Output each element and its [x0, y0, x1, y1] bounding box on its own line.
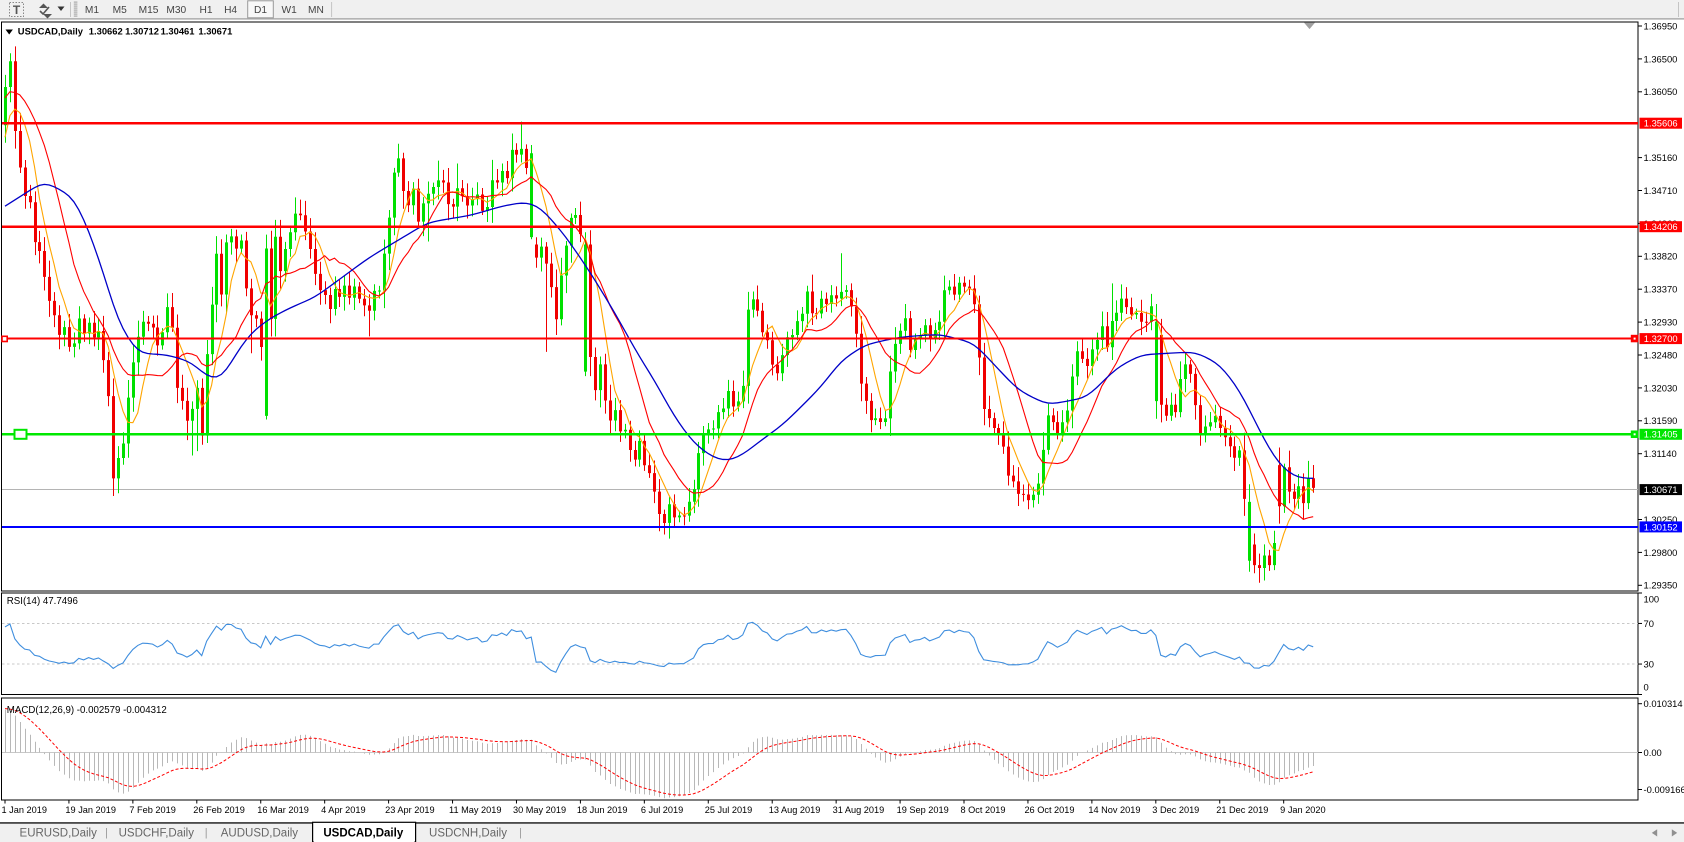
svg-text:18 Jun 2019: 18 Jun 2019 [577, 805, 628, 815]
svg-text:USDCHF,Daily: USDCHF,Daily [119, 828, 195, 840]
svg-text:1.30671: 1.30671 [1644, 484, 1678, 495]
svg-text:1.36950: 1.36950 [1644, 20, 1678, 31]
svg-text:1.32480: 1.32480 [1644, 349, 1678, 360]
svg-text:W1: W1 [282, 5, 298, 16]
svg-text:25 Jul 2019: 25 Jul 2019 [705, 805, 753, 815]
svg-text:14 Nov 2019: 14 Nov 2019 [1088, 805, 1140, 815]
svg-text:21 Dec 2019: 21 Dec 2019 [1216, 805, 1268, 815]
svg-text:70: 70 [1644, 618, 1654, 629]
svg-text:M5: M5 [113, 5, 127, 16]
svg-text:30: 30 [1644, 658, 1654, 669]
svg-text:11 May 2019: 11 May 2019 [449, 805, 501, 815]
svg-text:1.34710: 1.34710 [1644, 185, 1678, 196]
svg-text:1 Jan 2019: 1 Jan 2019 [2, 805, 47, 815]
svg-text:1.31140: 1.31140 [1644, 448, 1677, 459]
svg-text:7 Feb 2019: 7 Feb 2019 [129, 805, 176, 815]
svg-text:1.29350: 1.29350 [1644, 580, 1678, 591]
svg-text:30 May 2019: 30 May 2019 [513, 805, 566, 815]
svg-text:RSI(14) 47.7496: RSI(14) 47.7496 [7, 596, 78, 607]
svg-text:1.32030: 1.32030 [1644, 382, 1678, 393]
svg-text:19 Jan 2019: 19 Jan 2019 [65, 805, 116, 815]
svg-text:3 Dec 2019: 3 Dec 2019 [1152, 805, 1199, 815]
svg-text:13 Aug 2019: 13 Aug 2019 [769, 805, 821, 815]
svg-text:1.33820: 1.33820 [1644, 251, 1678, 262]
svg-text:1.30152: 1.30152 [1644, 521, 1678, 532]
svg-text:H4: H4 [224, 5, 237, 16]
svg-text:100: 100 [1644, 593, 1660, 604]
svg-text:D1: D1 [254, 5, 267, 16]
svg-text:0: 0 [1644, 681, 1649, 692]
svg-text:26 Feb 2019: 26 Feb 2019 [193, 805, 245, 815]
svg-text:8 Oct 2019: 8 Oct 2019 [961, 805, 1006, 815]
svg-text:23 Apr 2019: 23 Apr 2019 [385, 805, 435, 815]
svg-text:M15: M15 [139, 5, 159, 16]
svg-text:1.36050: 1.36050 [1644, 86, 1678, 97]
svg-text:|: | [105, 827, 108, 839]
svg-text:1.32930: 1.32930 [1644, 317, 1678, 328]
svg-text:1.36500: 1.36500 [1644, 53, 1678, 64]
svg-text:1.31405: 1.31405 [1644, 429, 1678, 440]
svg-text:EURUSD,Daily: EURUSD,Daily [20, 828, 98, 840]
svg-text:1.32700: 1.32700 [1644, 333, 1678, 344]
svg-text:1.29800: 1.29800 [1644, 547, 1678, 558]
svg-text:19 Sep 2019: 19 Sep 2019 [897, 805, 949, 815]
svg-text:31 Aug 2019: 31 Aug 2019 [833, 805, 885, 815]
svg-text:H1: H1 [199, 5, 212, 16]
svg-text:9 Jan 2020: 9 Jan 2020 [1280, 805, 1325, 815]
svg-text:1.30250: 1.30250 [1644, 514, 1678, 525]
svg-text:1.35606: 1.35606 [1644, 118, 1678, 129]
svg-text:USDCAD,Daily: USDCAD,Daily [323, 828, 403, 840]
svg-text:1.34206: 1.34206 [1644, 221, 1678, 232]
svg-text:0.010314: 0.010314 [1644, 698, 1683, 709]
svg-text:MACD(12,26,9) -0.002579 -0.004: MACD(12,26,9) -0.002579 -0.004312 [7, 705, 167, 716]
svg-text:6 Jul 2019: 6 Jul 2019 [641, 805, 683, 815]
svg-text:AUDUSD,Daily: AUDUSD,Daily [221, 828, 299, 840]
svg-text:M30: M30 [166, 5, 186, 16]
svg-text:|: | [519, 827, 522, 839]
svg-text:0.00: 0.00 [1644, 747, 1662, 758]
svg-text:-0.009166: -0.009166 [1644, 784, 1684, 795]
svg-text:1.33370: 1.33370 [1644, 284, 1678, 295]
svg-text:M1: M1 [85, 5, 99, 16]
svg-text:T: T [13, 3, 21, 17]
svg-text:1.35160: 1.35160 [1644, 152, 1678, 163]
svg-text:16 Mar 2019: 16 Mar 2019 [257, 805, 309, 815]
svg-text:26 Oct 2019: 26 Oct 2019 [1024, 805, 1074, 815]
svg-text:4 Apr 2019: 4 Apr 2019 [321, 805, 365, 815]
svg-text:|: | [205, 827, 208, 839]
svg-text:1.31590: 1.31590 [1644, 415, 1678, 426]
svg-text:USDCNH,Daily: USDCNH,Daily [429, 828, 507, 840]
svg-text:MN: MN [308, 5, 324, 16]
